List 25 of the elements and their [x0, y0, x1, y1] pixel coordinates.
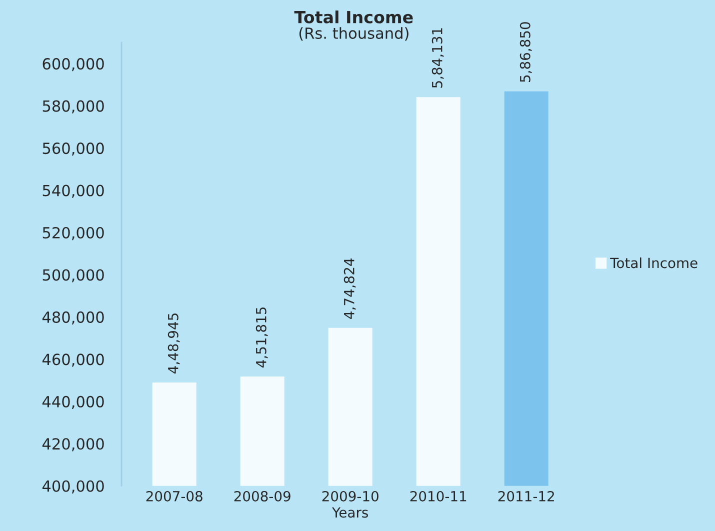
x-tick-label: 2011-12 [498, 490, 554, 502]
y-tick-label: 420,000 [42, 438, 104, 452]
y-tick-label: 520,000 [42, 226, 104, 240]
data-label: 5,84,131 [432, 28, 444, 88]
y-tick-label: 560,000 [42, 142, 104, 156]
data-label: 5,86,850 [520, 22, 532, 82]
y-tick-label: 500,000 [42, 269, 104, 282]
data-label: 4,51,815 [256, 307, 268, 368]
x-tick-label: 2007-08 [146, 490, 202, 502]
legend-label: Total Income [610, 257, 698, 268]
x-tick-label: 2008-09 [234, 490, 290, 502]
y-tick-label: 600,000 [42, 58, 104, 72]
x-tick-label: 2009-10 [322, 490, 378, 502]
chart-title: Total Income [294, 10, 413, 24]
y-tick-label: 480,000 [42, 311, 104, 325]
chart-subtitle: (Rs. thousand) [299, 27, 408, 41]
y-tick-label: 400,000 [42, 480, 104, 494]
x-tick-label: 2010-11 [410, 490, 466, 502]
y-tick-label: 540,000 [42, 184, 104, 198]
y-tick-label: 460,000 [42, 354, 104, 367]
x-axis-title: Years [332, 507, 368, 518]
y-tick-label: 440,000 [42, 396, 104, 409]
data-label: 4,74,824 [344, 258, 356, 319]
y-tick-label: 580,000 [42, 100, 104, 114]
data-label: 4,48,945 [168, 314, 180, 374]
